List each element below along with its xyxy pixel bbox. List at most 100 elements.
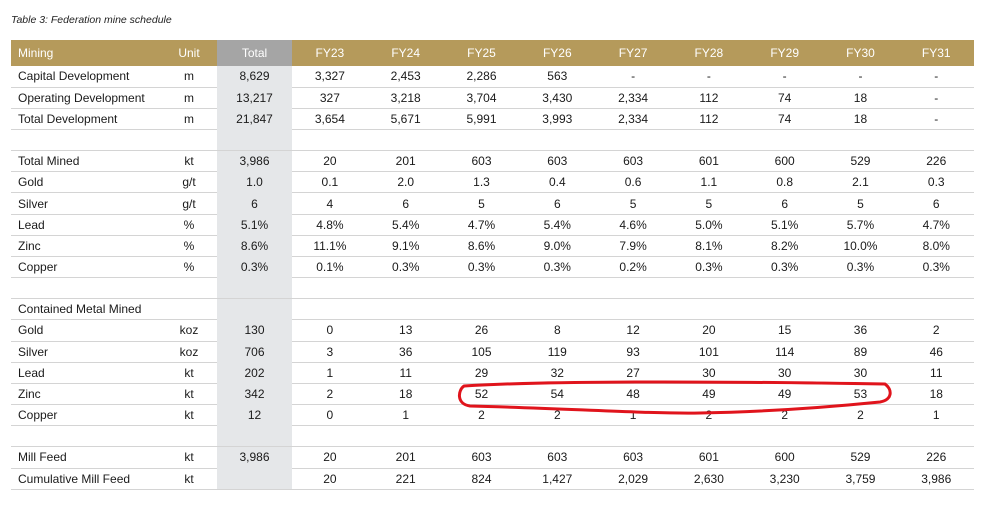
unit-cell: m <box>161 87 217 109</box>
value-cell: 5 <box>595 192 671 215</box>
value-cell: 201 <box>367 446 444 469</box>
value-cell: 0.3% <box>670 256 747 279</box>
value-cell: - <box>898 108 975 131</box>
unit-cell <box>161 298 217 321</box>
value-cell: 2,453 <box>367 66 444 88</box>
total-cell: 706 <box>217 341 292 363</box>
value-cell: 0.3% <box>898 256 975 279</box>
row-label: Silver <box>11 192 161 215</box>
spacer-cell <box>11 425 161 448</box>
value-cell <box>670 298 747 321</box>
value-cell: 4 <box>292 192 368 215</box>
mine-schedule-table: Mining Unit Total FY23 FY24 FY25 FY26 FY27 FY28 F… <box>11 40 975 490</box>
value-cell: 0.4 <box>519 171 596 194</box>
value-cell: 1 <box>292 362 368 384</box>
value-cell: 0.3% <box>822 256 899 279</box>
value-cell: 93 <box>595 341 671 363</box>
spacer-cell <box>11 129 161 152</box>
header-cell: FY24 <box>391 46 421 60</box>
value-cell: 2,286 <box>443 66 520 88</box>
value-cell: 0.8 <box>746 171 823 194</box>
table-row: Total Development m 21,847 3,654 5,671 5,991 3… <box>11 108 975 131</box>
spacer-cell <box>443 277 520 300</box>
value-cell <box>898 298 975 321</box>
unit-cell: kt <box>161 362 217 384</box>
value-cell: 0.1 <box>292 171 368 194</box>
value-cell: 20 <box>292 446 368 469</box>
value-cell: 1.3 <box>443 171 520 194</box>
total-cell <box>217 468 292 490</box>
value-cell: 4.6% <box>595 214 671 236</box>
value-cell: 30 <box>670 362 747 384</box>
table-row: Copper% 0.3% 0.1% 0.3% 0.3% 0.3% 0.2% 0.3% 0.3% 0… <box>11 256 975 279</box>
spacer-cell <box>595 277 671 300</box>
value-cell: 49 <box>670 383 747 406</box>
unit-cell: kt <box>161 468 217 490</box>
unit-cell: kt <box>161 446 217 469</box>
value-cell <box>443 298 520 321</box>
value-cell: 29 <box>443 362 520 384</box>
value-cell: 0.3% <box>367 256 444 279</box>
row-label: Silver <box>11 341 161 363</box>
value-cell: 3 <box>292 341 368 363</box>
value-cell: 563 <box>519 66 596 88</box>
spacer-row <box>11 129 975 152</box>
value-cell: 0.3% <box>443 256 520 279</box>
value-cell: 1 <box>898 404 975 427</box>
value-cell: 603 <box>595 446 671 469</box>
value-cell: - <box>898 87 975 109</box>
spacer-cell <box>161 425 217 448</box>
row-label: Copper <box>11 256 161 279</box>
value-cell: 3,218 <box>367 87 444 109</box>
row-label: Total Mined <box>11 150 161 173</box>
unit-cell: kt <box>161 383 217 406</box>
total-cell: 5.1% <box>217 214 292 236</box>
spacer-cell <box>519 425 596 448</box>
value-cell: 1 <box>367 404 444 427</box>
total-cell <box>217 298 292 321</box>
value-cell: 18 <box>898 383 975 406</box>
value-cell: 4.7% <box>443 214 520 236</box>
value-cell: 36 <box>367 341 444 363</box>
value-cell: 5 <box>443 192 520 215</box>
total-cell: 1.0 <box>217 171 292 194</box>
header-cell-mining: Mining <box>18 46 54 60</box>
total-cell: 130 <box>217 319 292 342</box>
spacer-cell <box>443 425 520 448</box>
value-cell: 2.0 <box>367 171 444 194</box>
value-cell: 1.1 <box>670 171 747 194</box>
spacer-cell <box>217 129 292 152</box>
value-cell: 11.1% <box>292 235 368 258</box>
unit-cell: g/t <box>161 171 217 194</box>
value-cell: 89 <box>822 341 899 363</box>
row-label: Capital Development <box>11 66 161 88</box>
value-cell: 0.3% <box>519 256 596 279</box>
value-cell <box>367 298 444 321</box>
unit-cell: koz <box>161 341 217 363</box>
unit-cell: % <box>161 214 217 236</box>
total-cell: 8,629 <box>217 66 292 88</box>
value-cell: 226 <box>898 150 975 173</box>
header-row: Mining Unit Total FY23 FY24 FY25 FY26 FY27 FY28 F… <box>11 40 975 66</box>
spacer-cell <box>367 129 444 152</box>
value-cell: 221 <box>367 468 444 490</box>
value-cell: 11 <box>367 362 444 384</box>
table-row: Mill Feed kt 3,986 20 201 603 603 603 601 600 529 2… <box>11 446 975 469</box>
value-cell: 8.2% <box>746 235 823 258</box>
row-label: Zinc <box>11 235 161 258</box>
value-cell: 3,230 <box>746 468 823 490</box>
table-header: Mining Unit Total FY23 FY24 FY25 FY26 FY27 FY28 F… <box>11 40 975 66</box>
value-cell: 2 <box>443 404 520 427</box>
unit-cell: m <box>161 108 217 131</box>
value-cell: 2,334 <box>595 108 671 131</box>
value-cell: 8.0% <box>898 235 975 258</box>
header-cell: FY29 <box>770 46 800 60</box>
value-cell: - <box>670 66 747 88</box>
value-cell: 5,991 <box>443 108 520 131</box>
value-cell: 9.1% <box>367 235 444 258</box>
value-cell: 18 <box>822 108 899 131</box>
value-cell: 9.0% <box>519 235 596 258</box>
spacer-cell <box>898 129 975 152</box>
table-row: Contained Metal Mined <box>11 298 975 321</box>
table-row: Copper kt 12 0 1 2 2 1 2 2 2 1 <box>11 404 975 427</box>
